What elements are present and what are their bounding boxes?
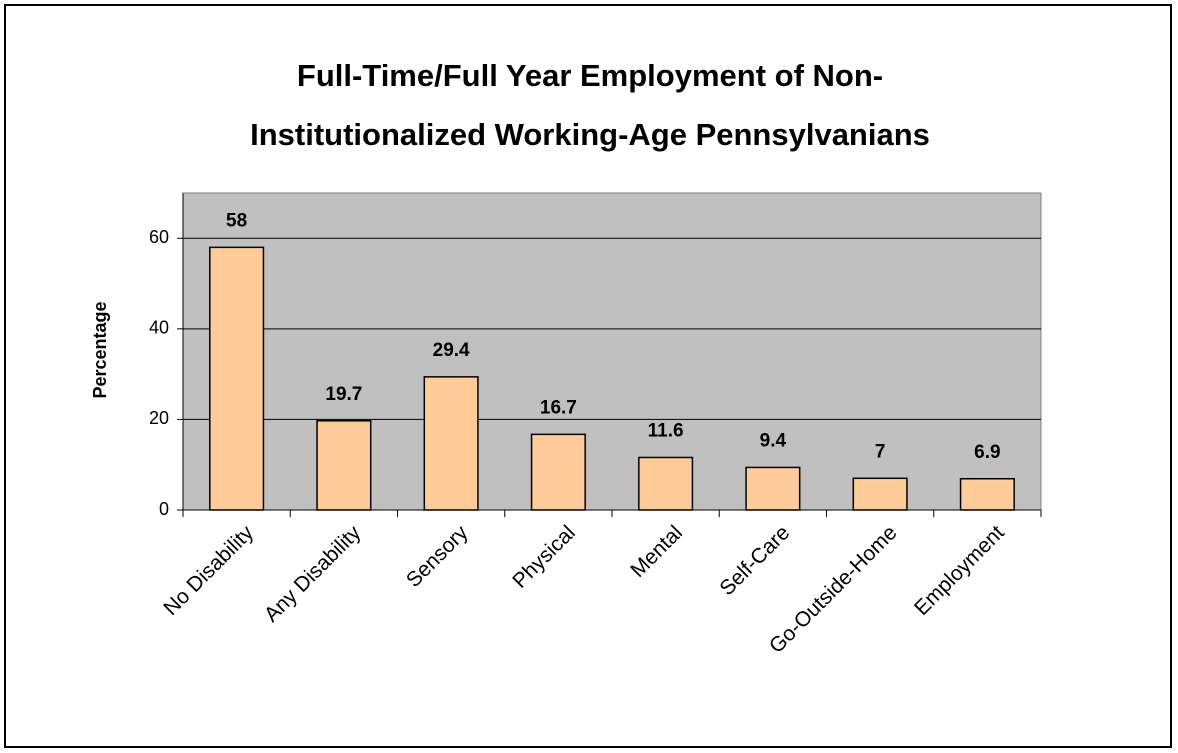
bar [530,433,586,511]
y-tick-label: 40 [149,318,169,338]
data-label: 16.7 [540,397,577,418]
bar [852,477,908,511]
bar [745,466,801,511]
bar [638,456,694,511]
y-tick-label: 0 [159,499,169,519]
data-label: 19.7 [325,384,362,405]
bar [959,478,1015,511]
data-label: 29.4 [433,340,470,361]
data-label: 6.9 [974,442,1000,463]
y-tick-label: 60 [149,227,169,247]
data-label: 11.6 [648,420,684,441]
chart-title: Institutionalized Working-Age Pennsylvan… [250,117,930,152]
data-label: 7 [875,441,886,462]
bar [209,246,265,511]
y-axis-label: Percentage [90,301,110,398]
bar [423,376,479,511]
plot-area [182,192,1042,511]
y-tick-label: 20 [149,408,169,428]
chart-title: Full-Time/Full Year Employment of Non- [297,58,883,93]
data-label: 58 [226,210,247,231]
data-label: 9.4 [760,430,787,451]
bar [316,420,372,511]
